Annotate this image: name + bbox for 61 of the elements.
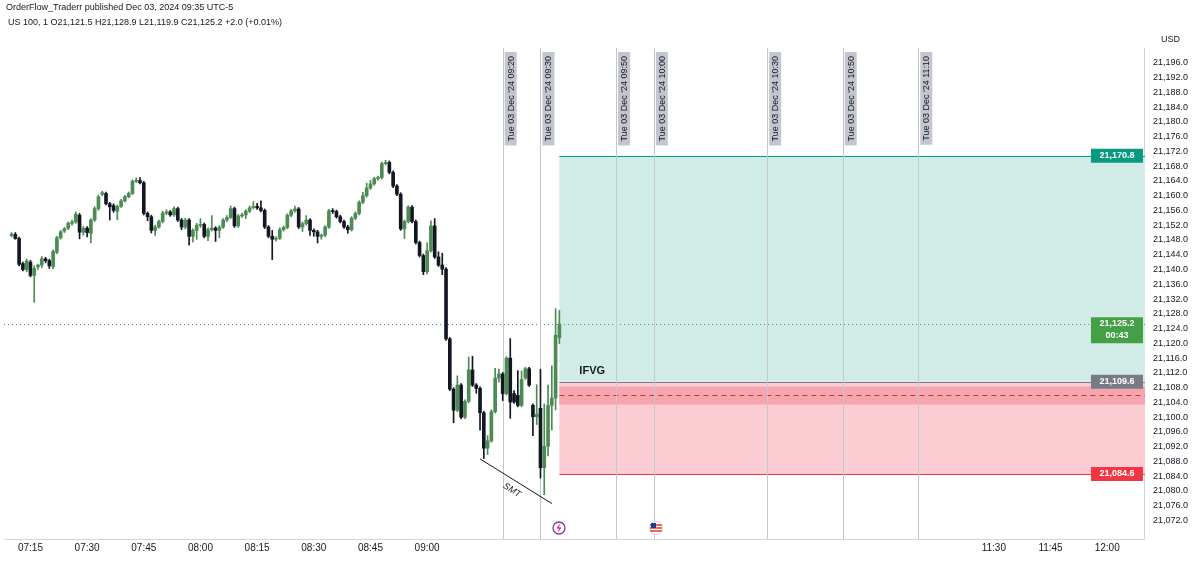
x-tick-label: 11:30 [981, 541, 1007, 553]
ref-line-label: Tue 03 Dec '24 10:50 [845, 55, 856, 142]
y-tick-label: 21,148.0 [1152, 234, 1189, 245]
y-tick-label: 21,136.0 [1152, 278, 1189, 289]
x-tick-label: 08:45 [357, 541, 384, 553]
y-tick-label: 21,080.0 [1152, 485, 1189, 496]
y-tick-label: 21,172.0 [1152, 145, 1189, 156]
y-tick-label: 21,152.0 [1152, 219, 1189, 230]
y-tick-label: 21,100.0 [1152, 411, 1189, 422]
ref-line-label: Tue 03 Dec '24 09:30 [543, 55, 554, 142]
chart-title: OrderFlow_Traderr published Dec 03, 2024 09:35 UTC-5 [6, 2, 234, 12]
y-tick-label: 21,088.0 [1152, 455, 1189, 466]
y-tick-label: 21,096.0 [1152, 426, 1189, 437]
y-tick-label: 21,092.0 [1152, 441, 1189, 452]
ref-line-label: 21,170.8 [1099, 149, 1135, 160]
candlestick [534, 384, 539, 425]
y-tick-label: 21,176.0 [1152, 131, 1189, 142]
x-tick-label: 09:00 [414, 541, 441, 553]
annotation: SMT [501, 480, 525, 500]
y-tick-label: 21,084.0 [1152, 470, 1189, 481]
x-tick-label: 08:15 [244, 541, 271, 553]
y-tick-label: 21,164.0 [1152, 175, 1189, 186]
y-tick-label: 21,184.0 [1152, 101, 1189, 112]
y-tick-label: 21,156.0 [1152, 204, 1189, 215]
y-tick-label: 21,168.0 [1152, 160, 1189, 171]
y-tick-label: 21,196.0 [1152, 57, 1189, 68]
y-tick-label: 21,104.0 [1152, 396, 1189, 407]
ref-line-label: Tue 03 Dec '24 10:30 [770, 55, 781, 142]
x-tick-label: 07:45 [131, 541, 157, 553]
y-tick-label: 21,076.0 [1152, 500, 1189, 511]
y-tick-label: 21,132.0 [1152, 293, 1189, 304]
x-tick-label: 08:30 [301, 541, 327, 553]
y-tick-label: 21,124.0 [1152, 323, 1189, 334]
x-tick-label: 11:45 [1038, 541, 1064, 553]
x-tick-label: 07:15 [17, 541, 44, 553]
y-tick-label: 21,160.0 [1152, 190, 1189, 201]
chart-subtitle: US 100, 1 O21,121.5 H21,128.9 L21,119.9 C21,125.2 +2.0 (+0.01%) [8, 17, 283, 27]
y-tick-label: 21,188.0 [1152, 86, 1189, 97]
y-tick-label: 21,116.0 [1152, 352, 1188, 363]
y-tick-label: 21,140.0 [1152, 263, 1189, 274]
ref-line-label: Tue 03 Dec '24 09:20 [505, 55, 516, 142]
x-tick-label: 12:00 [1094, 541, 1121, 553]
y-tick-label: 21,192.0 [1152, 72, 1189, 83]
ref-line-label: Tue 03 Dec '24 09:50 [619, 55, 630, 142]
x-tick-label: 07:30 [74, 541, 101, 553]
y-tick-label: 21,144.0 [1152, 249, 1189, 260]
candlestick [255, 203, 259, 210]
y-tick-label: 21,072.0 [1152, 515, 1189, 526]
ref-line-label: 21,125.2 00:43 [1099, 318, 1135, 341]
x-tick-label: 08:00 [187, 541, 214, 553]
y-tick-label: 21,128.0 [1152, 308, 1189, 319]
ref-line-label: Tue 03 Dec '24 11:10 [921, 56, 932, 141]
ref-line-label: 21,109.6 [1099, 375, 1135, 386]
ref-line-label: Tue 03 Dec '24 10:00 [656, 55, 667, 142]
y-tick-label: 21,108.0 [1152, 382, 1189, 393]
band-label: IFVG [579, 364, 606, 377]
y-tick-label: 21,180.0 [1152, 116, 1189, 127]
y-axis-title: USD [1160, 34, 1181, 45]
ref-line-label: 21,084.6 [1099, 468, 1135, 479]
y-tick-label: 21,120.0 [1152, 337, 1189, 348]
y-tick-label: 21,112.0 [1152, 367, 1188, 378]
